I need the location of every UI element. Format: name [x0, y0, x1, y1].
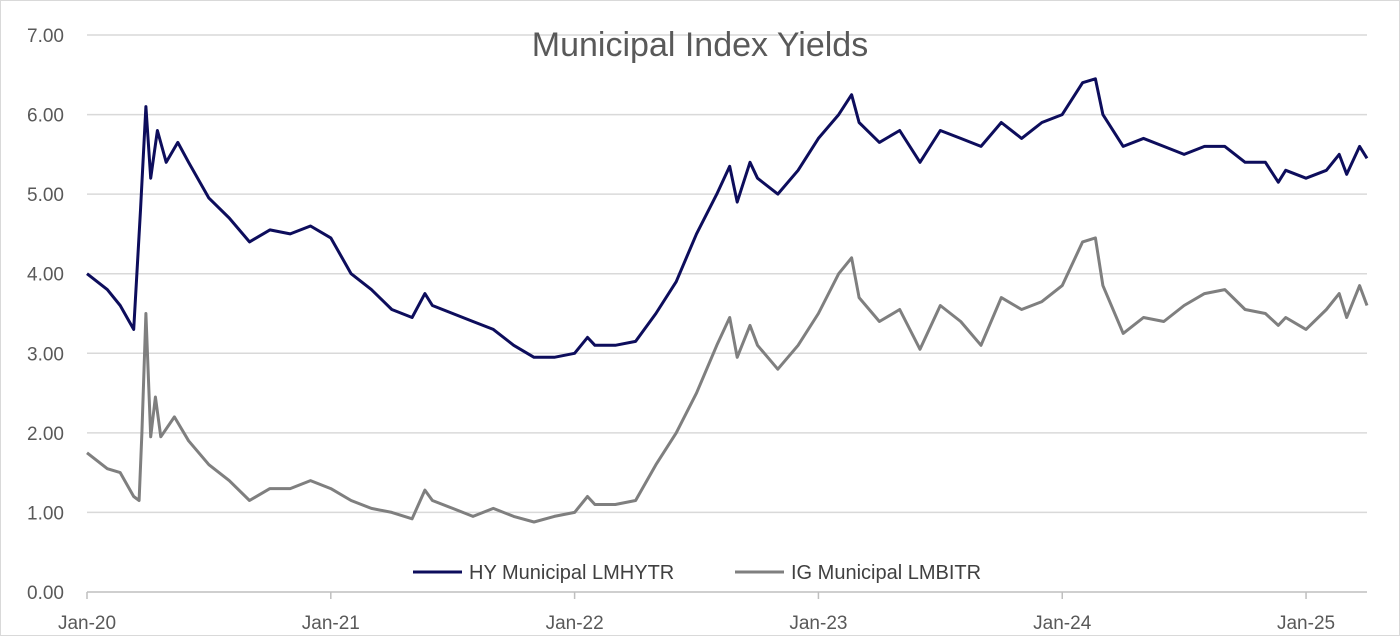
legend-label-ig: IG Municipal LMBITR [791, 562, 981, 584]
y-tick-label: 3.00 [27, 344, 64, 365]
x-tick-label: Jan-23 [789, 613, 847, 634]
x-tick-label: Jan-24 [1033, 613, 1092, 634]
legend: HY Municipal LMHYTR IG Municipal LMBITR [413, 562, 981, 584]
x-tick-label: Jan-20 [58, 613, 116, 634]
y-tick-label: 7.00 [27, 26, 64, 47]
x-axis-ticks: Jan-20 Jan-21 Jan-22 Jan-23 Jan-24 Jan-25 [58, 592, 1335, 634]
x-tick-label: Jan-21 [302, 613, 360, 634]
y-tick-label: 1.00 [27, 503, 64, 524]
chart-title: Municipal Index Yields [532, 26, 868, 64]
y-tick-label: 6.00 [27, 106, 64, 127]
y-tick-label: 5.00 [27, 185, 64, 206]
x-tick-label: Jan-25 [1277, 613, 1335, 634]
y-tick-label: 2.00 [27, 424, 64, 445]
grid-lines [87, 34, 1367, 593]
series-lines [86, 77, 1369, 524]
series-line-hy [86, 77, 1369, 359]
y-axis-ticks: 0.00 1.00 2.00 3.00 4.00 5.00 6.00 7.00 [27, 26, 64, 604]
legend-label-hy: HY Municipal LMHYTR [469, 562, 674, 584]
y-tick-label: 4.00 [27, 265, 64, 286]
x-tick-label: Jan-22 [546, 613, 604, 634]
series-line-ig [86, 236, 1369, 524]
y-tick-label: 0.00 [27, 583, 64, 604]
